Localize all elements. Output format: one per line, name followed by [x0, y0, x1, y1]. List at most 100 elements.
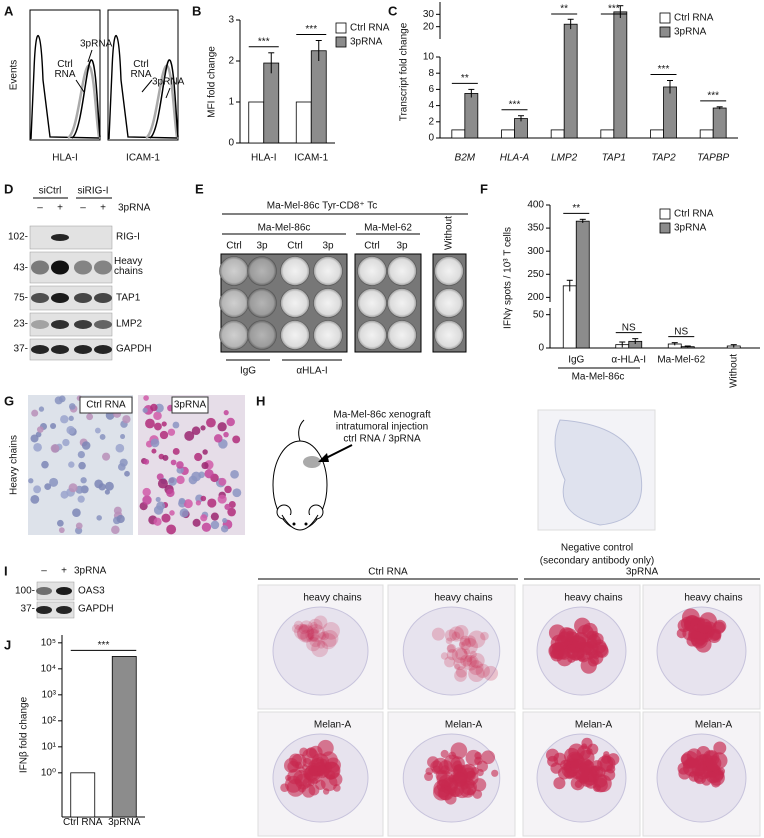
- cell: [198, 471, 205, 479]
- well: [219, 256, 249, 286]
- blot-band: [74, 293, 92, 303]
- pointer: [87, 49, 93, 63]
- y-tick-label: 250: [527, 269, 544, 280]
- stain-label: Melan-A: [445, 720, 483, 731]
- blot-band: [51, 345, 69, 354]
- stain: [491, 769, 499, 777]
- stain: [310, 621, 318, 630]
- label-box: [171, 396, 209, 414]
- y-tick-label: 20: [423, 21, 435, 32]
- stain: [307, 632, 315, 640]
- significance: ***: [305, 24, 317, 35]
- tissue: [402, 606, 501, 696]
- cell: [178, 497, 186, 505]
- cell: [155, 496, 161, 503]
- blot-band: [36, 587, 52, 595]
- stain: [309, 634, 322, 648]
- stain: [455, 648, 468, 661]
- bar: [464, 93, 479, 139]
- well: [434, 288, 464, 318]
- y-tick-label: 1: [228, 97, 234, 108]
- cell: [120, 434, 126, 440]
- stain: [446, 643, 457, 654]
- y-axis-label: IFNγ spots / 10³ T cells: [503, 227, 514, 329]
- blot-band: [51, 260, 69, 275]
- group-label: Ctrl RNA: [368, 567, 408, 578]
- stain: [469, 650, 477, 658]
- y-tick-label: 400: [527, 200, 544, 211]
- well: [313, 256, 343, 286]
- well: [357, 320, 387, 350]
- cell: [224, 503, 231, 511]
- antibody-label: αHLA-I: [296, 366, 327, 377]
- bar: [248, 101, 265, 144]
- significance: ***: [658, 64, 670, 75]
- cell: [192, 518, 201, 527]
- stain: [310, 626, 320, 635]
- cell: [220, 525, 229, 533]
- stain: [461, 637, 478, 655]
- cell: [194, 452, 203, 462]
- lane-label: –: [41, 566, 47, 577]
- x-tick-label: LMP2: [551, 153, 578, 164]
- cell: [31, 409, 39, 417]
- significance: ***: [707, 90, 719, 101]
- stain: [472, 789, 483, 799]
- stain: [311, 640, 329, 658]
- stain: [463, 654, 479, 671]
- y-tick-label: 0: [428, 133, 434, 144]
- marker-label: 23-: [14, 319, 28, 330]
- mouse-tail: [298, 419, 305, 442]
- cell: [36, 426, 44, 433]
- panel-label: G: [4, 393, 14, 408]
- cell: [153, 411, 162, 421]
- y-tick-label: 8: [428, 68, 434, 79]
- histogram-curve: [108, 34, 178, 140]
- blot-band: [74, 320, 92, 329]
- overlay: Ctrl RNA 3pRNA heavy chains heavy chains hea…: [79, 396, 743, 731]
- well: [357, 288, 387, 318]
- stain: [566, 767, 578, 778]
- note: Ma-Mel-86c xenograft: [333, 410, 430, 421]
- cell: [35, 431, 42, 438]
- well: [357, 256, 387, 286]
- x-tick-label: B2M: [455, 153, 476, 164]
- stain: [483, 665, 499, 681]
- cell: [145, 418, 155, 429]
- blot-band: [36, 606, 52, 614]
- cell: [151, 448, 157, 454]
- y-tick-label: 6: [428, 84, 434, 95]
- cell: [44, 483, 52, 491]
- stain: [436, 770, 454, 788]
- legend-swatch: [659, 26, 671, 38]
- x-tick-label: α-HLA-I: [611, 355, 646, 366]
- y-tick-label: 50: [533, 309, 545, 320]
- stain: [480, 631, 489, 641]
- bar: [70, 772, 96, 818]
- stain: [306, 636, 321, 652]
- x-tick-label: ICAM-1: [294, 153, 328, 164]
- stain: [710, 777, 721, 788]
- caption: (secondary antibody only): [540, 556, 655, 567]
- x-axis-label: ICAM-1: [126, 153, 160, 164]
- band-label: Heavy chains: [114, 256, 143, 277]
- stain: [286, 778, 305, 797]
- bar: [501, 129, 515, 139]
- stain: [578, 765, 590, 778]
- blot-band: [31, 320, 49, 329]
- blot-band: [51, 320, 69, 329]
- cell: [179, 508, 189, 518]
- stain: [566, 647, 573, 654]
- cell: [170, 459, 177, 466]
- curve-label: Ctrl RNA: [54, 59, 76, 80]
- stain-label: Melan-A: [695, 720, 733, 731]
- plot-frame: [107, 9, 179, 141]
- image-label: 3pRNA: [174, 400, 207, 411]
- y-axis-label: MFI fold change: [207, 46, 218, 118]
- panel-label: A: [4, 3, 14, 18]
- stain: [293, 620, 304, 630]
- stain: [313, 615, 328, 630]
- cell: [161, 421, 167, 427]
- y-tick-label: 2: [228, 56, 234, 67]
- legend-label: Ctrl RNA: [674, 13, 714, 24]
